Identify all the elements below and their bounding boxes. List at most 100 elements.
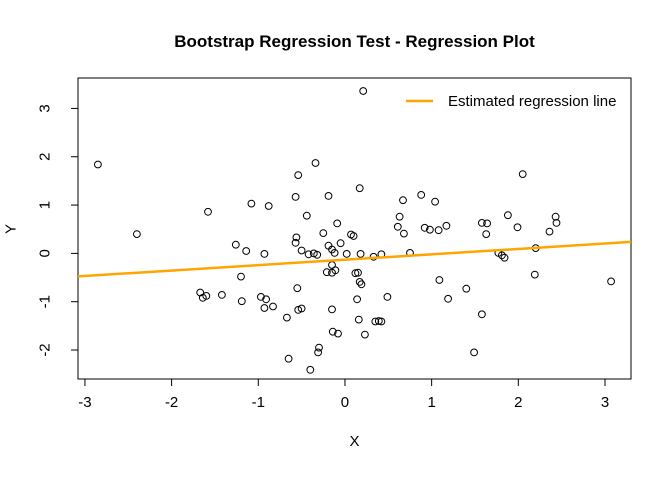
data-point (355, 278, 364, 286)
data-point (330, 249, 339, 257)
y-tick-label: -1 (37, 295, 54, 308)
data-point (319, 229, 328, 238)
data-point (417, 191, 426, 199)
x-axis-label: X (349, 433, 359, 450)
data-point (333, 219, 342, 228)
data-point (291, 193, 300, 201)
data-point (442, 221, 451, 230)
data-point (292, 233, 301, 242)
data-point (302, 211, 311, 220)
scatter-points (94, 87, 615, 374)
data-point (551, 212, 560, 221)
data-point (377, 317, 386, 326)
data-point (498, 251, 506, 260)
data-point (500, 253, 509, 262)
y-tick-label: -2 (37, 343, 54, 356)
data-point (331, 266, 340, 275)
x-tick-label: -3 (78, 394, 91, 411)
data-point (478, 310, 486, 319)
data-point (518, 170, 527, 179)
data-point (262, 295, 271, 304)
data-point (314, 348, 323, 357)
data-point (334, 329, 342, 338)
x-tick-label: 2 (514, 394, 522, 411)
data-point (336, 239, 345, 248)
data-point (294, 171, 303, 180)
data-point (354, 268, 362, 277)
x-tick-label: 3 (601, 394, 609, 411)
data-point (231, 240, 240, 249)
data-point (393, 222, 402, 231)
regression-line (77, 240, 632, 278)
data-point (315, 343, 323, 352)
data-point (313, 250, 322, 259)
axes: -3 -2 -1 0 1 2 3 -2 -1 0 1 2 3 (37, 77, 632, 411)
data-point (247, 199, 256, 208)
data-point (482, 230, 491, 239)
data-point (434, 226, 443, 235)
x-tick-label: -1 (252, 394, 265, 411)
data-point (552, 219, 561, 227)
data-point (607, 277, 615, 286)
data-point (435, 276, 444, 284)
chart-title: Bootstrap Regression Test - Regression P… (174, 32, 535, 51)
data-point (357, 280, 366, 289)
data-point (322, 268, 331, 277)
data-point (269, 302, 277, 311)
data-point (328, 305, 336, 314)
data-point (545, 227, 554, 236)
data-point (257, 293, 265, 301)
data-point (383, 293, 392, 301)
data-point (513, 223, 522, 232)
data-point (355, 184, 364, 193)
data-point (426, 225, 434, 234)
data-point (237, 297, 246, 306)
data-point (444, 294, 453, 303)
data-point (260, 250, 269, 258)
y-tick-label: 3 (37, 104, 54, 112)
data-point (284, 354, 293, 363)
data-point (530, 270, 539, 279)
data-point (359, 87, 368, 95)
data-point (297, 246, 306, 255)
data-point (283, 313, 291, 322)
data-point (342, 250, 351, 258)
data-point (242, 247, 251, 255)
data-point (356, 250, 365, 258)
data-point (395, 212, 404, 221)
legend-label: Estimated regression line (448, 93, 616, 110)
data-point (264, 202, 273, 210)
data-point (504, 211, 512, 220)
y-axis-label: Y (3, 224, 20, 234)
data-point (202, 292, 211, 300)
data-point (260, 304, 269, 312)
data-point (94, 160, 102, 169)
data-point (400, 229, 408, 238)
data-point (237, 272, 245, 281)
x-tick-label: 1 (427, 394, 435, 411)
data-point (462, 284, 471, 293)
x-tick-label: -2 (165, 394, 178, 411)
y-tick-label: 1 (37, 201, 54, 209)
data-point (371, 317, 380, 326)
data-point (431, 197, 440, 206)
data-point (399, 196, 407, 205)
data-point (204, 207, 212, 216)
data-point (311, 159, 320, 167)
data-point (478, 219, 486, 227)
y-tick-label: 2 (37, 153, 54, 161)
data-point (133, 230, 141, 239)
data-point (420, 223, 429, 232)
data-point (353, 295, 362, 304)
data-point (306, 365, 315, 374)
y-tick-label: 0 (37, 249, 54, 257)
data-point (294, 306, 303, 314)
data-point (328, 327, 337, 336)
data-point (291, 238, 300, 247)
x-tick-label: 0 (341, 394, 349, 411)
data-point (297, 304, 306, 313)
data-point (309, 249, 318, 258)
data-point (483, 219, 492, 228)
data-point (470, 348, 479, 357)
